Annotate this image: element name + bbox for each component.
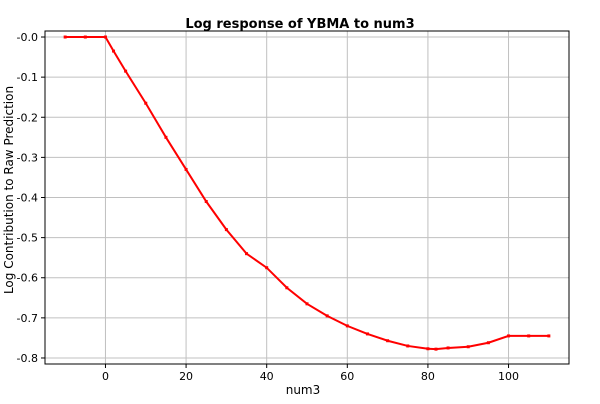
- grid: [45, 31, 569, 364]
- data-point: [265, 266, 269, 270]
- data-point: [285, 286, 289, 290]
- data-point: [164, 135, 168, 139]
- data-point: [446, 346, 450, 350]
- data-point: [386, 339, 390, 343]
- y-tick-label: -0.7: [17, 312, 38, 325]
- x-axis-label: num3: [286, 383, 321, 397]
- data-point: [124, 69, 128, 73]
- data-point: [345, 324, 349, 328]
- data-point: [112, 49, 116, 53]
- data-point: [406, 344, 410, 348]
- data-point: [507, 334, 511, 338]
- y-tick-label: -0.5: [17, 232, 38, 245]
- data-point: [144, 101, 148, 105]
- data-point: [224, 228, 228, 232]
- data-point: [486, 341, 490, 345]
- x-tick-label: 40: [260, 370, 274, 383]
- ticks: 0 20 40 60 80 100 -0.0 -0.1 -0.2 -0.3 -0.4 -0.5 -0.6…: [17, 31, 520, 383]
- x-tick-label: 20: [179, 370, 193, 383]
- y-tick-label: -0.1: [17, 71, 38, 84]
- data-point: [103, 35, 107, 39]
- data-point: [305, 302, 309, 306]
- y-tick-label: -0.4: [17, 192, 38, 205]
- data-point: [434, 347, 438, 351]
- data-point: [325, 314, 329, 318]
- data-point: [83, 35, 87, 39]
- y-tick-label: -0.3: [17, 151, 38, 164]
- data-point: [184, 167, 188, 171]
- data-point: [527, 334, 531, 338]
- y-tick-label: -0.0: [17, 31, 38, 44]
- y-axis-label: Log Contribution to Raw Prediction: [2, 86, 16, 294]
- data-point: [245, 252, 249, 256]
- series-layer: [63, 35, 551, 351]
- x-tick-label: 80: [421, 370, 435, 383]
- x-tick-label: 100: [498, 370, 519, 383]
- y-tick-label: -0.8: [17, 352, 38, 365]
- data-point: [426, 347, 430, 351]
- y-tick-label: -0.2: [17, 111, 38, 124]
- data-point: [63, 35, 67, 39]
- x-tick-label: 0: [102, 370, 109, 383]
- data-point: [466, 345, 470, 349]
- data-point: [204, 200, 208, 204]
- y-tick-label: -0.6: [17, 272, 38, 285]
- data-point: [365, 332, 369, 336]
- x-tick-label: 60: [340, 370, 354, 383]
- data-point: [547, 334, 551, 338]
- chart-title: Log response of YBMA to num3: [185, 17, 414, 32]
